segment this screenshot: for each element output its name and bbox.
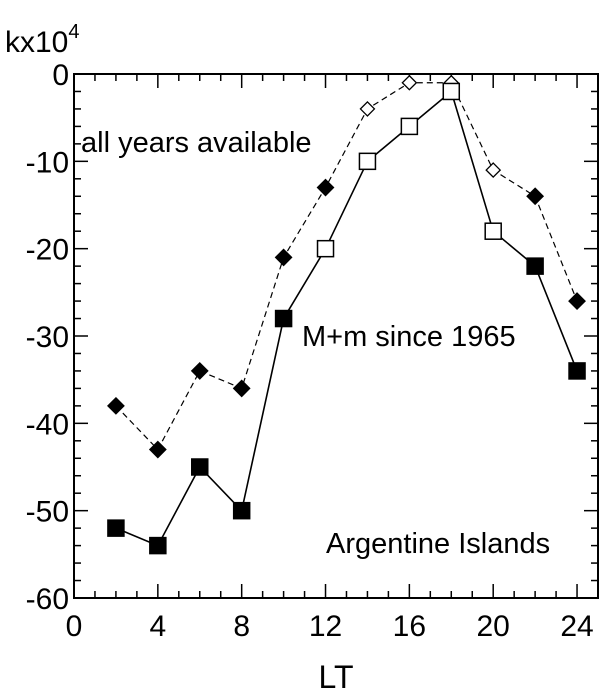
series-line-1	[115, 90, 578, 547]
diamond-marker	[148, 440, 167, 459]
x-tick-label: 12	[309, 610, 342, 643]
square-marker	[316, 239, 335, 258]
diamond-marker	[359, 101, 376, 117]
diamond-marker	[316, 178, 335, 197]
square-marker	[107, 519, 125, 537]
square-marker	[274, 309, 293, 328]
y-tick-label: -40	[26, 408, 69, 441]
square-marker	[358, 152, 377, 171]
diamond-marker	[107, 396, 125, 415]
diamond-marker	[274, 248, 293, 267]
y-tick-label: -20	[26, 234, 69, 267]
square-marker	[484, 222, 502, 240]
square-marker	[526, 257, 544, 275]
x-tick-label: 20	[477, 610, 510, 643]
diamond-marker	[526, 187, 545, 206]
x-tick-label: 16	[393, 610, 426, 643]
diamond-marker	[190, 362, 209, 380]
x-tick-label: 4	[149, 610, 166, 643]
y-tick-label: -10	[26, 146, 69, 179]
axis-tick-labels: 0 4 8 12 16 20 24 0 -10 -20 -30 -40 -50 -60	[26, 59, 594, 643]
annotation-since-1965: M+m since 1965	[302, 321, 516, 353]
y-tick-label: -60	[26, 583, 69, 616]
y-axis-title: kx104	[5, 21, 80, 59]
y-tick-label: 0	[52, 59, 69, 92]
square-marker	[400, 117, 419, 136]
square-marker	[232, 501, 251, 520]
annotation-all-years: all years available	[81, 127, 312, 159]
x-tick-label: 8	[233, 610, 250, 643]
x-tick-label: 24	[560, 610, 593, 643]
series-line-0	[115, 82, 578, 451]
x-axis-title: LT	[319, 659, 354, 692]
x-tick-label: 0	[66, 610, 83, 643]
square-marker	[442, 82, 461, 101]
annotation-station: Argentine Islands	[326, 528, 550, 560]
y-tick-label: -50	[26, 496, 69, 529]
diamond-marker	[401, 74, 418, 91]
square-marker	[191, 458, 209, 476]
diamond-marker	[232, 379, 251, 398]
diamond-marker	[568, 292, 586, 310]
square-marker	[568, 362, 586, 380]
y-tick-label: -30	[26, 321, 69, 354]
square-marker	[149, 536, 167, 555]
diamond-marker	[485, 162, 502, 178]
data-markers	[107, 74, 586, 555]
